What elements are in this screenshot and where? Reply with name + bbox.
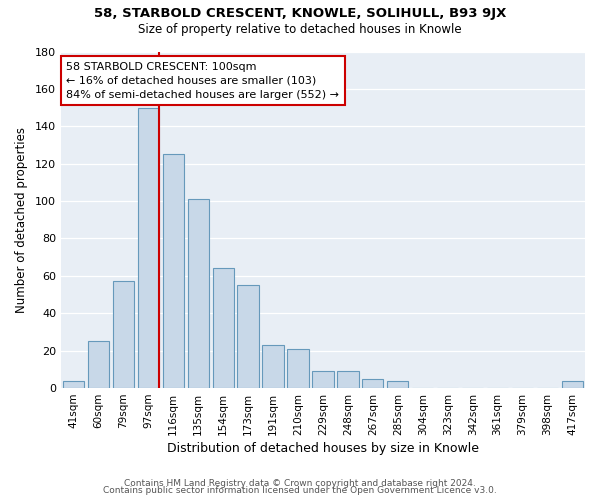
Bar [337, 371, 359, 388]
Y-axis label: Number of detached properties: Number of detached properties [15, 127, 28, 313]
Bar [113, 282, 134, 388]
X-axis label: Distribution of detached houses by size in Knowle: Distribution of detached houses by size … [167, 442, 479, 455]
Bar [387, 380, 409, 388]
Text: 58 STARBOLD CRESCENT: 100sqm
← 16% of detached houses are smaller (103)
84% of s: 58 STARBOLD CRESCENT: 100sqm ← 16% of de… [66, 62, 339, 100]
Bar [313, 371, 334, 388]
Bar [212, 268, 234, 388]
Bar [188, 199, 209, 388]
Text: Contains HM Land Registry data © Crown copyright and database right 2024.: Contains HM Land Registry data © Crown c… [124, 478, 476, 488]
Bar [262, 345, 284, 388]
Bar [163, 154, 184, 388]
Text: Size of property relative to detached houses in Knowle: Size of property relative to detached ho… [138, 22, 462, 36]
Bar [137, 108, 159, 388]
Bar [88, 342, 109, 388]
Bar [63, 380, 84, 388]
Text: 58, STARBOLD CRESCENT, KNOWLE, SOLIHULL, B93 9JX: 58, STARBOLD CRESCENT, KNOWLE, SOLIHULL,… [94, 8, 506, 20]
Text: Contains public sector information licensed under the Open Government Licence v3: Contains public sector information licen… [103, 486, 497, 495]
Bar [287, 349, 308, 388]
Bar [562, 380, 583, 388]
Bar [362, 378, 383, 388]
Bar [238, 285, 259, 388]
